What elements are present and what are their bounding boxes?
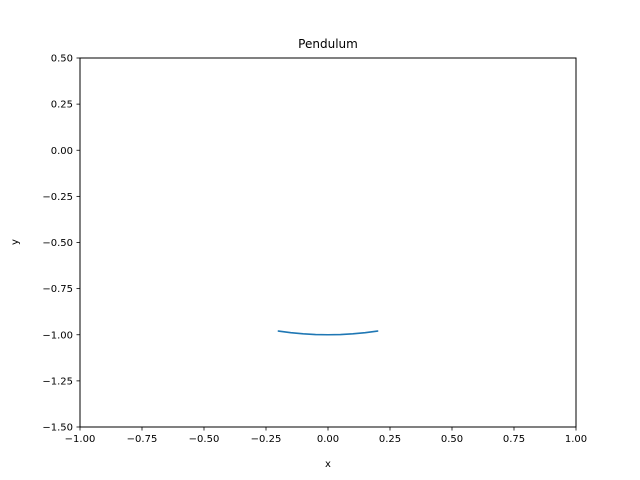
y-tick-label: −0.25 bbox=[42, 192, 73, 203]
x-tick-label: 0.75 bbox=[503, 434, 525, 445]
y-tick-label: −1.25 bbox=[42, 376, 73, 387]
y-axis-label: y bbox=[10, 239, 21, 245]
x-tick-label: −1.00 bbox=[65, 434, 96, 445]
x-tick-label: 1.00 bbox=[565, 434, 587, 445]
y-tick-label: −0.75 bbox=[42, 284, 73, 295]
chart-title: Pendulum bbox=[298, 37, 358, 51]
axes-frame bbox=[79, 57, 577, 428]
x-axis-label: x bbox=[325, 459, 331, 470]
x-tick-label: −0.50 bbox=[189, 434, 220, 445]
x-tick-label: 0.50 bbox=[441, 434, 463, 445]
x-tick-label: 0.00 bbox=[317, 434, 339, 445]
y-tick-label: 0.25 bbox=[51, 100, 73, 111]
y-tick-label: −1.50 bbox=[42, 423, 73, 434]
x-tick-label: −0.75 bbox=[127, 434, 158, 445]
y-tick-label: 0.50 bbox=[51, 54, 73, 65]
y-tick-label: 0.00 bbox=[51, 146, 73, 157]
y-axis: 0.50 0.25 0.00 −0.25 −0.50 −0.75 −1.00 −1.25 −1.… bbox=[42, 54, 80, 434]
y-tick-label: −0.50 bbox=[42, 238, 73, 249]
series-line bbox=[277, 330, 379, 336]
plot-area bbox=[277, 330, 379, 336]
x-axis: −1.00 −0.75 −0.50 −0.25 0.00 0.25 0.50 0.75 1.00 bbox=[65, 427, 587, 445]
y-tick-label: −1.00 bbox=[42, 330, 73, 341]
x-tick-label: 0.25 bbox=[379, 434, 401, 445]
x-tick-label: −0.25 bbox=[251, 434, 282, 445]
